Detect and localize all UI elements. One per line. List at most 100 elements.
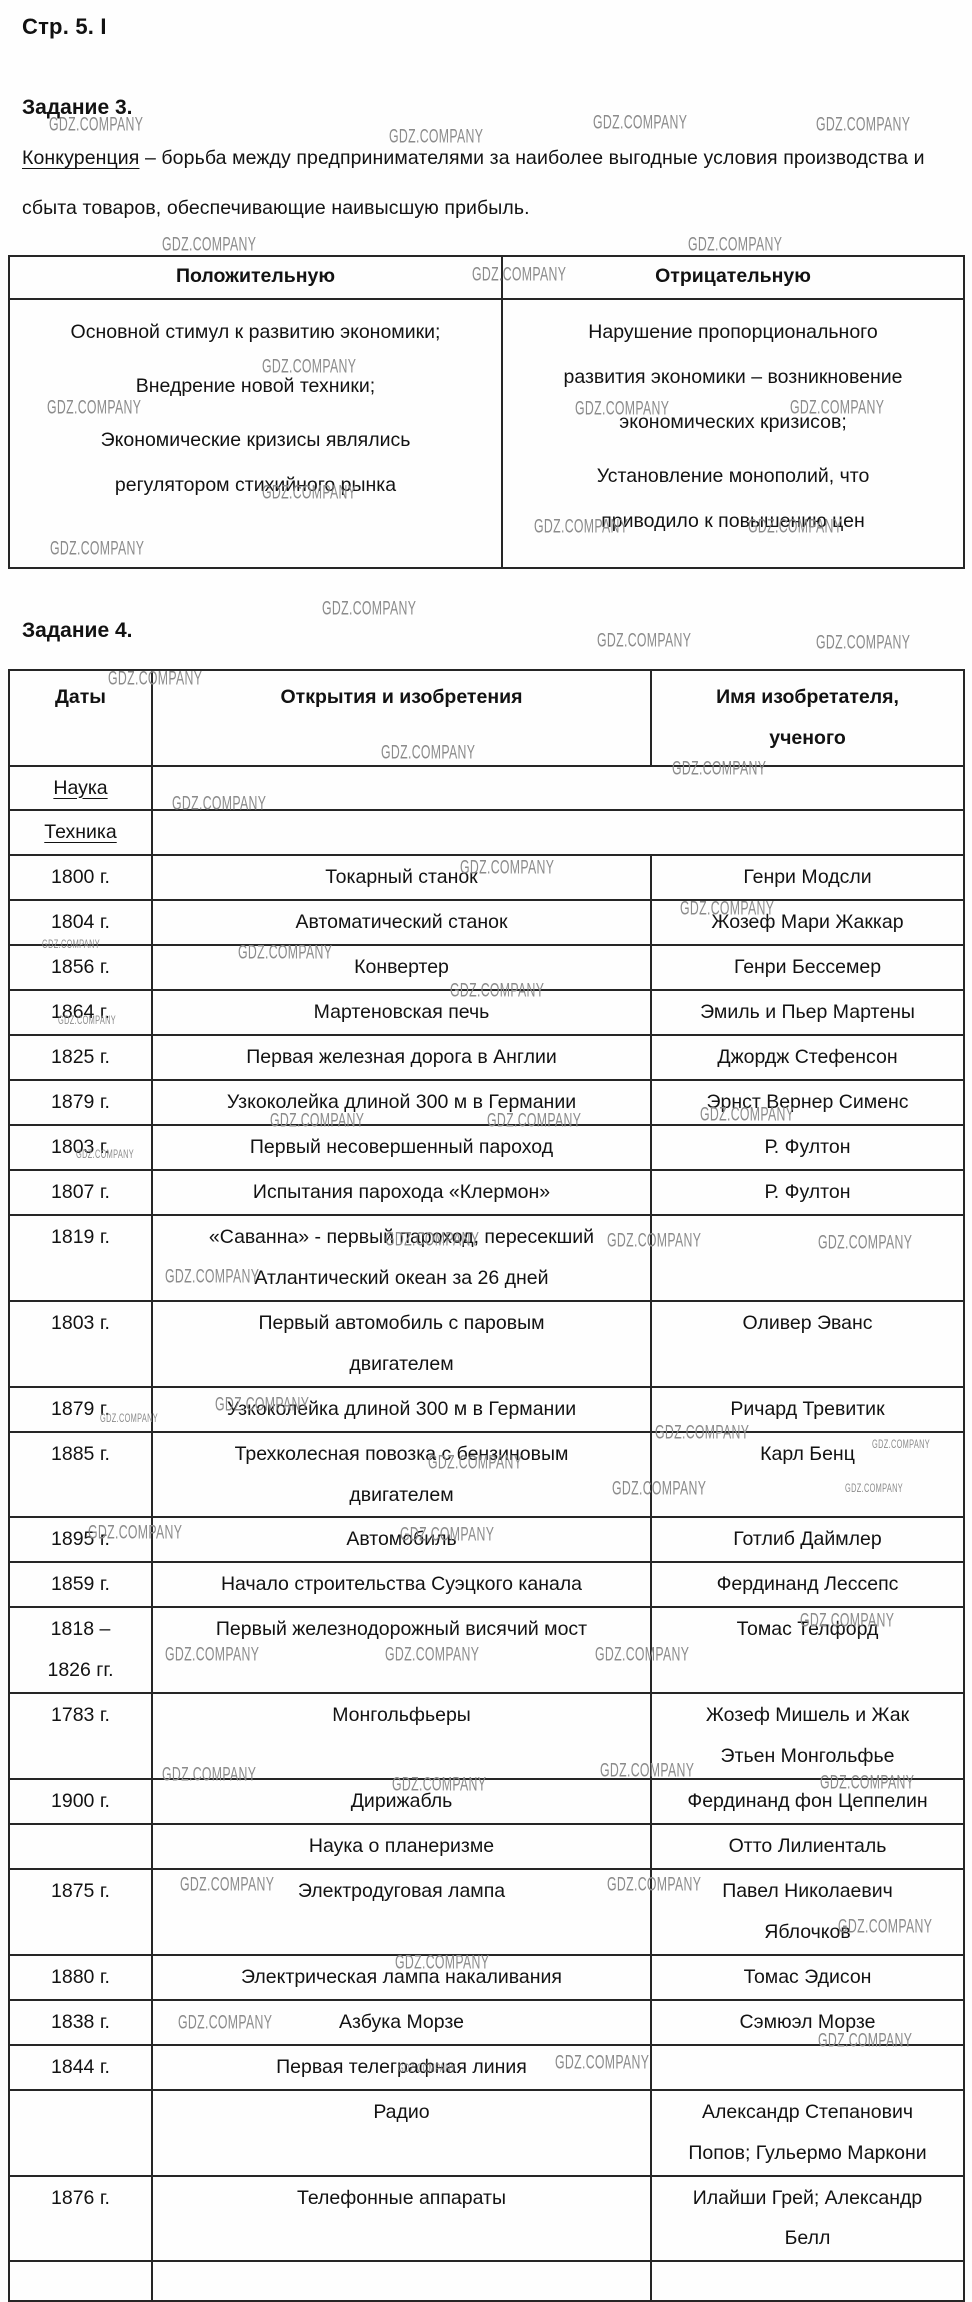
negative-item: Установление монополий, что приводило к … [596, 464, 870, 532]
inventor-cell: Жозеф Мишель и Жак Этьен Монгольфье [650, 1692, 965, 1781]
table-row: 1818 – 1826 гг. Первый железнодорожный в… [8, 1606, 965, 1695]
negative-effects-cell: Нарушение пропорционального развития эко… [501, 298, 965, 569]
invention-cell: Первый несовершенный пароход [151, 1124, 652, 1171]
inventor-cell: Сэмюэл Морзе [650, 1998, 965, 2046]
date-cell: 1818 – 1826 гг. [8, 1606, 153, 1695]
inventor-cell: Эмиль и Пьер Мартены [650, 989, 965, 1037]
table-row: 1885 г. Трехколесная повозка с бензиновы… [8, 1430, 965, 1519]
invention-cell: Конвертер [151, 944, 652, 992]
table-row: 1783 г. Монгольфьеры Жозеф Мишель и Жак … [8, 1692, 965, 1781]
positive-item: Внедрение новой техники; [135, 375, 376, 398]
column-header-inventions: Открытия и изобретения [151, 668, 652, 767]
table-row: 1864 г. Мартеновская печь Эмиль и Пьер М… [8, 989, 965, 1037]
table-row: Наука о планеризме Отто Лилиенталь [8, 1823, 965, 1870]
table-row: 1800 г. Токарный станок Генри Модсли [8, 854, 965, 902]
date-cell: 1800 г. [8, 854, 153, 902]
section-row-technics: Техника [8, 809, 965, 857]
invention-cell: Мартеновская печь [151, 989, 652, 1037]
invention-cell: Электродуговая лампа [151, 1867, 652, 1956]
date-cell: 1803 г. [8, 1124, 153, 1171]
invention-cell: Азбука Морзе [151, 1998, 652, 2046]
inventor-cell: Джордж Стефенсон [650, 1034, 965, 1082]
invention-cell: Дирижабль [151, 1778, 652, 1826]
inventor-cell: Эрнст Вернер Сименс [650, 1079, 965, 1127]
watermark: GDZ.COMPANY [322, 598, 417, 620]
date-cell: 1838 г. [8, 1998, 153, 2046]
inventor-cell: Р. Фултон [650, 1168, 965, 1216]
table-row: 1879 г. Узкоколейка длиной 300 м в Герма… [8, 1079, 965, 1127]
table-row: 1859 г. Начало строительства Суэцкого ка… [8, 1561, 965, 1609]
column-header-dates: Даты [8, 668, 153, 767]
date-cell [8, 1823, 153, 1870]
inventor-cell: Александр Степанович Попов; Гульермо Мар… [650, 2088, 965, 2177]
invention-cell: Наука о планеризме [151, 1823, 652, 1870]
table-row: 1856 г. Конвертер Генри Бессемер [8, 944, 965, 992]
inventor-cell: Жозеф Мари Жаккар [650, 899, 965, 947]
inventions-table: Даты Открытия и изобретения Имя изобрета… [8, 668, 965, 2302]
inventor-cell: Карл Бенц [650, 1430, 965, 1519]
date-cell [8, 2260, 153, 2302]
date-cell: 1819 г. [8, 1213, 153, 1302]
date-cell: 1856 г. [8, 944, 153, 992]
date-cell: 1859 г. [8, 1561, 153, 1609]
invention-cell: Радио [151, 2088, 652, 2177]
date-cell: 1875 г. [8, 1867, 153, 1956]
inventor-cell: Томас Эдисон [650, 1953, 965, 2001]
section-row-science: Наука [8, 764, 965, 812]
invention-cell: Первая телеграфная линия [151, 2043, 652, 2091]
inventor-cell: Илайши Грей; Александр Белл [650, 2174, 965, 2263]
column-header-inventor: Имя изобретателя, ученого [650, 668, 965, 767]
table-row: 1825 г. Первая железная дорога в Англии … [8, 1034, 965, 1082]
table-row: 1804 г. Автоматический станок Жозеф Мари… [8, 899, 965, 947]
table-header-row: Даты Открытия и изобретения Имя изобрета… [8, 668, 965, 767]
date-cell: 1864 г. [8, 989, 153, 1037]
inventor-cell: Р. Фултон [650, 1124, 965, 1171]
task4-heading: Задание 4. [22, 618, 133, 642]
inventor-cell [650, 2260, 965, 2302]
definition-text: – борьба между предпринимателями за наиб… [22, 147, 925, 219]
invention-cell: Узкоколейка длиной 300 м в Германии [151, 1079, 652, 1127]
invention-cell: Трехколесная повозка с бензиновым двигат… [151, 1430, 652, 1519]
inventor-cell: Томас Телфорд [650, 1606, 965, 1695]
positive-item: Экономические кризисы являлись регулятор… [100, 429, 411, 496]
invention-cell: Первый железнодорожный висячий мост [151, 1606, 652, 1695]
table-row: 1879 г. Узкоколейка длиной 300 м в Герма… [8, 1385, 965, 1433]
inventor-cell [650, 2043, 965, 2091]
invention-cell: Узкоколейка длиной 300 м в Германии [151, 1385, 652, 1433]
invention-cell: Монгольфьеры [151, 1692, 652, 1781]
date-cell: 1885 г. [8, 1430, 153, 1519]
inventor-cell [650, 1213, 965, 1302]
date-cell: 1900 г. [8, 1778, 153, 1826]
inventor-cell: Генри Модсли [650, 854, 965, 902]
inventor-cell: Отто Лилиенталь [650, 1823, 965, 1870]
column-header-positive: Положительную [8, 255, 503, 301]
section-label-cell: Техника [8, 809, 153, 857]
invention-cell [151, 2260, 652, 2302]
task3-heading: Задание 3. [22, 96, 133, 119]
section-label: Наука [53, 776, 108, 799]
inventor-cell: Фердинанд фон Цеппелин [650, 1778, 965, 1826]
table-row: 1880 г. Электрическая лампа накаливания … [8, 1953, 965, 2001]
section-label-cell: Наука [8, 764, 153, 812]
date-cell: 1825 г. [8, 1034, 153, 1082]
invention-cell: Автоматический станок [151, 899, 652, 947]
table-row: 1803 г. Первый несовершенный пароход Р. … [8, 1124, 965, 1171]
table-row: 1803 г. Первый автомобиль с паровым двиг… [8, 1299, 965, 1388]
date-cell: 1783 г. [8, 1692, 153, 1781]
competition-definition: Конкуренция – борьба между предпринимате… [22, 134, 950, 233]
table-row: 1844 г. Первая телеграфная линия [8, 2043, 965, 2091]
date-cell: 1804 г. [8, 899, 153, 947]
invention-cell: Испытания парохода «Клермон» [151, 1168, 652, 1216]
column-header-negative: Отрицательную [501, 255, 965, 301]
table-row: 1875 г. Электродуговая лампа Павел Никол… [8, 1867, 965, 1956]
invention-cell: Автомобиль [151, 1516, 652, 1564]
table-header-row: Положительную Отрицательную [8, 255, 965, 301]
negative-item: Нарушение пропорционального развития эко… [563, 321, 903, 434]
inventor-cell: Генри Бессемер [650, 944, 965, 992]
date-cell [8, 2088, 153, 2177]
table-row: 1838 г. Азбука Морзе Сэмюэл Морзе [8, 1998, 965, 2046]
date-cell: 1895 г. [8, 1516, 153, 1564]
table-row: 1895 г. Автомобиль Готлиб Даймлер [8, 1516, 965, 1564]
table-row [8, 2260, 965, 2302]
watermark: GDZ.COMPANY [162, 234, 257, 256]
